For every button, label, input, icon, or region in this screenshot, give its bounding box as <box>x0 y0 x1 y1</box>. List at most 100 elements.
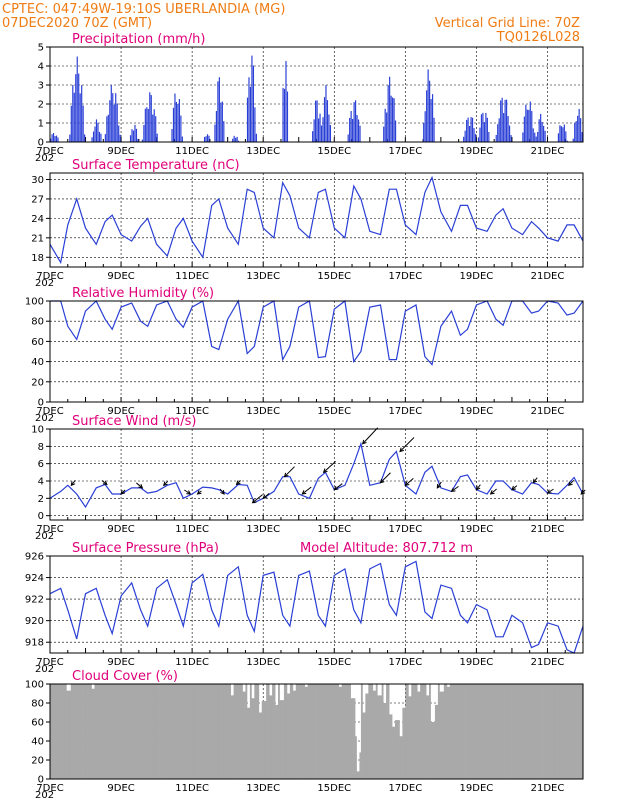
precip-bar <box>223 121 225 142</box>
cloud-bar <box>183 684 186 779</box>
precip-bar <box>572 138 574 142</box>
x-tick-label: 17DEC <box>388 657 422 668</box>
precip-bar <box>326 100 329 142</box>
cloud-bar <box>454 684 457 779</box>
x-tick-label: 19DEC <box>460 406 494 417</box>
wind-arrow <box>136 482 143 489</box>
precip-bar <box>214 124 216 142</box>
cloud-bar <box>248 707 251 779</box>
cloud-bar <box>69 690 72 779</box>
cloud-bar <box>246 707 249 779</box>
cloud-bar <box>286 693 289 779</box>
precip-bar <box>131 129 133 142</box>
cloud-bar <box>357 771 360 779</box>
cloud-bar <box>434 704 437 779</box>
precip-bar <box>171 129 173 142</box>
wind-arrow-head <box>220 489 225 495</box>
cloud-bar <box>394 720 397 779</box>
cloud-bar <box>87 684 89 779</box>
cloud-bar <box>60 684 63 779</box>
y-tick-label: 920 <box>25 616 44 627</box>
cloud-bar <box>82 684 85 779</box>
header-date: 07DEC2020 70Z (GMT) <box>2 16 152 31</box>
cloud-bar <box>498 684 501 779</box>
precip-bar <box>319 113 321 142</box>
cloud-bar <box>278 684 280 779</box>
x-tick-label: 21DEC <box>531 146 565 157</box>
cloud-bar <box>63 684 66 779</box>
y-tick-label: 5 <box>38 43 44 54</box>
cloud-bar <box>257 684 260 779</box>
x-tick-label: 9DEC <box>107 524 134 535</box>
precip-bar <box>119 134 121 142</box>
cloud-bar <box>161 684 163 779</box>
cloud-bar <box>560 684 563 779</box>
precip-bar <box>55 135 58 142</box>
cloud-bar <box>380 695 383 779</box>
cloud-bar <box>547 684 550 779</box>
x-tick-label: 7DEC <box>36 524 63 535</box>
cloud-bar <box>209 684 212 779</box>
cloud-bar <box>517 684 520 779</box>
x-tick-label: 11DEC <box>175 271 209 282</box>
cloud-bar <box>186 684 189 779</box>
wind-arrow-head <box>251 498 257 504</box>
cloud-bar <box>381 684 384 779</box>
precip-bar <box>470 117 472 142</box>
precip-bar <box>433 117 435 142</box>
cloud-bar <box>510 684 513 779</box>
cloud-bar <box>500 684 502 779</box>
x-tick-label: 11DEC <box>175 146 209 157</box>
cloud-bar <box>565 684 568 779</box>
cloud-bar <box>306 686 309 779</box>
precip-bar <box>92 131 95 142</box>
cloud-bar <box>365 693 368 779</box>
cloud-bar <box>149 684 152 779</box>
y-tick-label: 0 <box>38 138 44 149</box>
cloud-bar <box>429 684 431 779</box>
cloud-bar <box>389 714 391 779</box>
precip-bar <box>177 103 179 142</box>
cloud-bar <box>543 684 545 779</box>
cloud-bar <box>375 684 378 779</box>
cloud-bar <box>501 684 504 779</box>
precip-bar <box>315 100 317 142</box>
precip-bar <box>468 126 471 142</box>
precip-bar <box>559 125 561 142</box>
x-year-label-cut: 202 <box>35 153 54 164</box>
cloud-bar <box>153 684 156 779</box>
cloud-bar <box>446 686 449 779</box>
cloud-bar <box>110 684 113 779</box>
y-tick-label: 0 <box>38 775 44 786</box>
cloud-bar <box>295 684 298 779</box>
cloud-bar <box>562 684 565 779</box>
cloud-bar <box>392 726 394 779</box>
x-tick-label: 15DEC <box>317 657 351 668</box>
cloud-bar <box>353 698 356 779</box>
cloud-bar <box>581 684 584 779</box>
cloud-bar <box>334 684 337 779</box>
precip-bar <box>116 103 118 142</box>
x-tick-label: 21DEC <box>531 406 565 417</box>
precip-bar <box>232 138 234 142</box>
cloud-bar <box>427 695 430 779</box>
precip-bar <box>537 131 539 142</box>
cloud-bar <box>282 700 285 779</box>
cloud-bar <box>519 684 522 779</box>
precip-bar <box>538 119 540 142</box>
precip-bar <box>73 92 75 142</box>
precip-bar <box>246 97 249 142</box>
panel-title: Surface Wind (m/s) <box>72 414 196 429</box>
cloud-bar <box>473 684 476 779</box>
cloud-bar <box>372 690 375 779</box>
wind-arrow <box>252 494 263 504</box>
precip-bar <box>424 111 426 142</box>
cloud-bar <box>431 722 434 779</box>
cloud-bar <box>177 684 180 779</box>
cloud-bar <box>335 684 338 779</box>
cloud-bar <box>181 684 184 779</box>
precip-bar <box>578 108 580 142</box>
cloud-bar <box>73 684 76 779</box>
